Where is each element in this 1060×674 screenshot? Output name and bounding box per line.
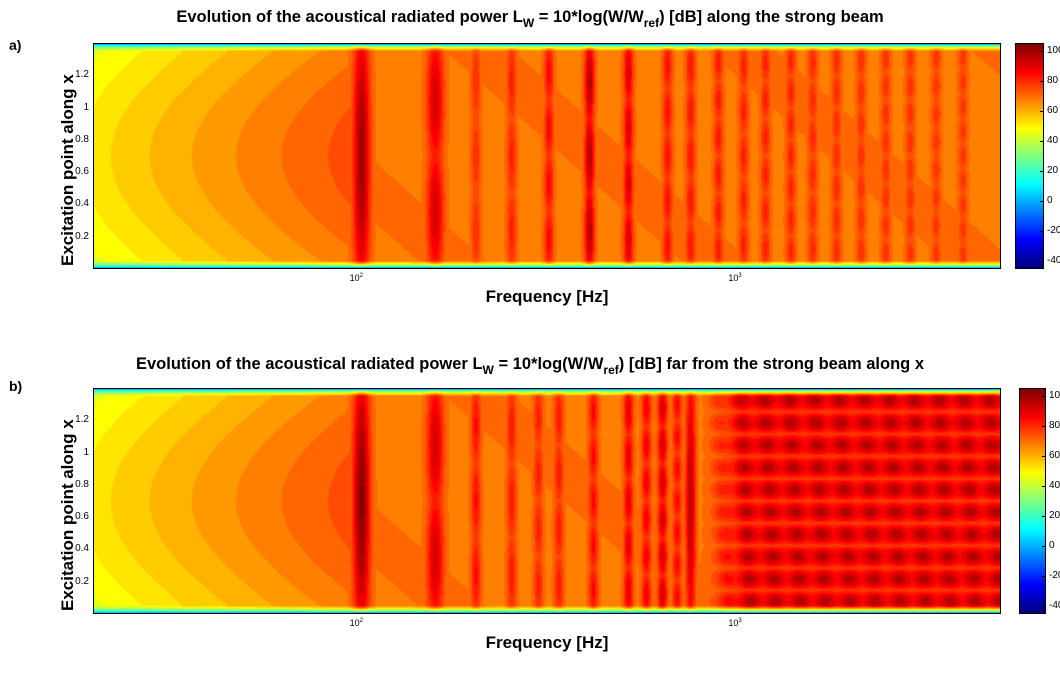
colorbar-tick-label: 20: [1049, 510, 1060, 522]
colorbar-tick-mark: [1040, 201, 1044, 203]
title-subscript: W: [482, 363, 494, 377]
colorbar-tick-label: -40: [1047, 255, 1060, 267]
colorbar-tick-mark: [1042, 606, 1046, 608]
colorbar: [1019, 388, 1046, 614]
colorbar-tick-label: -20: [1049, 570, 1060, 582]
y-tick-label: 1: [83, 446, 89, 458]
colorbar-tick-label: 40: [1047, 134, 1059, 146]
title-text: ) [dB] along the strong beam: [659, 8, 884, 26]
colorbar-tick-mark: [1042, 546, 1046, 548]
colorbar-tick-label: 80: [1047, 74, 1059, 86]
colorbar-tick-label: 40: [1049, 479, 1060, 491]
colorbar-tick-mark: [1040, 110, 1044, 112]
colorbar-tick-mark: [1040, 80, 1044, 82]
y-tick-label: 0.8: [75, 133, 89, 145]
colorbar-tick-label: -40: [1049, 600, 1060, 612]
colorbar-tick-label: 100: [1049, 389, 1060, 401]
y-tick-label: 0.6: [75, 511, 89, 523]
x-axis-label: Frequency [Hz]: [485, 287, 609, 306]
colorbar-tick-mark: [1042, 395, 1046, 397]
chart-title: Evolution of the acoustical radiated pow…: [0, 355, 1060, 377]
colorbar-tick-mark: [1042, 485, 1046, 487]
colorbar-tick-mark: [1042, 425, 1046, 427]
title-subscript: W: [522, 16, 535, 30]
title-text: Evolution of the acoustical radiated pow…: [135, 355, 483, 373]
panel-letter: b): [9, 378, 23, 394]
heatmap-canvas: [94, 389, 1000, 613]
colorbar-tick-label: 100: [1047, 44, 1060, 56]
colorbar-tick-label: 0: [1049, 540, 1055, 552]
y-tick-label: 0.6: [75, 166, 89, 178]
colorbar-tick-label: 20: [1047, 165, 1059, 177]
title-subscript: ref: [643, 16, 660, 30]
y-tick-label: 1.2: [75, 414, 89, 426]
y-tick-label: 1.2: [75, 69, 89, 81]
colorbar-tick-label: 60: [1049, 449, 1060, 461]
heatmap-plot[interactable]: [93, 388, 1001, 614]
title-subscript: ref: [603, 363, 619, 377]
y-tick-label: 0.2: [75, 230, 89, 242]
colorbar-tick-mark: [1040, 231, 1044, 233]
heatmap-plot[interactable]: [93, 43, 1001, 269]
colorbar: [1015, 43, 1044, 269]
y-tick-label: 0.8: [75, 478, 89, 490]
x-tick-label: 102: [349, 618, 364, 628]
title-text: = 10*log(W/W: [493, 355, 604, 373]
colorbar-tick-mark: [1040, 140, 1044, 142]
x-tick-label: 103: [728, 618, 742, 628]
x-axis-label: Frequency [Hz]: [485, 633, 609, 652]
y-tick-label: 1: [83, 101, 89, 113]
colorbar-tick-label: 0: [1047, 195, 1053, 207]
colorbar-gradient: [1016, 44, 1043, 268]
panel-a: a) Evolution of the acoustical radiated …: [0, 0, 1060, 329]
heatmap-canvas: [94, 44, 1000, 268]
colorbar-tick-mark: [1040, 261, 1044, 263]
x-tick-label: 103: [728, 273, 742, 283]
y-tick-label: 0.2: [75, 575, 89, 587]
colorbar-tick-label: 60: [1047, 104, 1059, 116]
y-tick-label: 0.4: [75, 198, 89, 210]
x-tick-label: 102: [349, 273, 364, 283]
title-text: ) [dB] far from the strong beam along x: [618, 355, 925, 373]
panel-letter: a): [9, 37, 22, 53]
colorbar-gradient: [1020, 389, 1045, 613]
colorbar-tick-mark: [1042, 455, 1046, 457]
y-tick-label: 0.4: [75, 543, 89, 555]
colorbar-tick-mark: [1040, 171, 1044, 173]
colorbar-tick-label: -20: [1047, 225, 1060, 237]
title-text: = 10*log(W/W: [534, 8, 644, 26]
colorbar-tick-mark: [1042, 576, 1046, 578]
colorbar-tick-label: 80: [1049, 419, 1060, 431]
colorbar-tick-mark: [1040, 50, 1044, 52]
title-text: Evolution of the acoustical radiated pow…: [176, 8, 523, 26]
panel-b: b) Evolution of the acoustical radiated …: [0, 345, 1060, 674]
colorbar-tick-mark: [1042, 516, 1046, 518]
chart-title: Evolution of the acoustical radiated pow…: [0, 8, 1060, 30]
